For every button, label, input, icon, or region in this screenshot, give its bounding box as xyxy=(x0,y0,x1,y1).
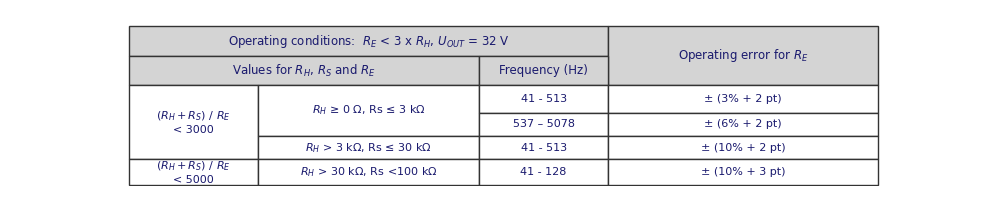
Text: ± (3% + 2 pt): ± (3% + 2 pt) xyxy=(704,94,782,104)
Text: 41 - 513: 41 - 513 xyxy=(520,143,567,153)
Bar xyxy=(479,136,608,159)
Bar xyxy=(129,85,258,159)
Text: Frequency (Hz): Frequency (Hz) xyxy=(499,64,588,77)
Text: Operating error for $R_E$: Operating error for $R_E$ xyxy=(678,47,808,64)
Bar xyxy=(608,136,878,159)
Text: 537 – 5078: 537 – 5078 xyxy=(513,120,574,129)
Bar xyxy=(608,85,878,113)
Bar xyxy=(479,159,608,185)
Bar xyxy=(258,159,479,185)
Bar xyxy=(258,136,479,159)
Text: ± (6% + 2 pt): ± (6% + 2 pt) xyxy=(704,120,782,129)
Text: $(R_H + R_S)$ / $R_E$
< 5000: $(R_H + R_S)$ / $R_E$ < 5000 xyxy=(156,159,231,185)
Bar xyxy=(129,56,479,85)
Text: 41 - 513: 41 - 513 xyxy=(520,94,567,104)
Text: Values for $R_H$, $R_S$ and $R_E$: Values for $R_H$, $R_S$ and $R_E$ xyxy=(232,62,376,79)
Bar xyxy=(608,26,878,85)
Bar xyxy=(129,159,258,185)
Text: $R_H$ ≥ 0 Ω, Rs ≤ 3 kΩ: $R_H$ ≥ 0 Ω, Rs ≤ 3 kΩ xyxy=(312,103,425,117)
Bar xyxy=(608,113,878,136)
Text: ± (10% + 2 pt): ± (10% + 2 pt) xyxy=(701,143,786,153)
Bar xyxy=(479,56,608,85)
Text: Operating conditions:  $R_E$ < 3 x $R_H$, $U_{OUT}$ = 32 V: Operating conditions: $R_E$ < 3 x $R_H$,… xyxy=(228,33,510,50)
Text: $R_H$ > 3 kΩ, Rs ≤ 30 kΩ: $R_H$ > 3 kΩ, Rs ≤ 30 kΩ xyxy=(305,141,432,155)
Bar xyxy=(608,159,878,185)
Bar xyxy=(258,85,479,136)
Bar xyxy=(129,26,608,56)
Text: $R_H$ > 30 kΩ, Rs <100 kΩ: $R_H$ > 30 kΩ, Rs <100 kΩ xyxy=(300,165,437,179)
Bar xyxy=(479,113,608,136)
Text: $(R_H + R_S)$ / $R_E$
< 3000: $(R_H + R_S)$ / $R_E$ < 3000 xyxy=(156,110,231,135)
Text: ± (10% + 3 pt): ± (10% + 3 pt) xyxy=(701,167,786,177)
Bar xyxy=(479,85,608,113)
Text: 41 - 128: 41 - 128 xyxy=(520,167,567,177)
